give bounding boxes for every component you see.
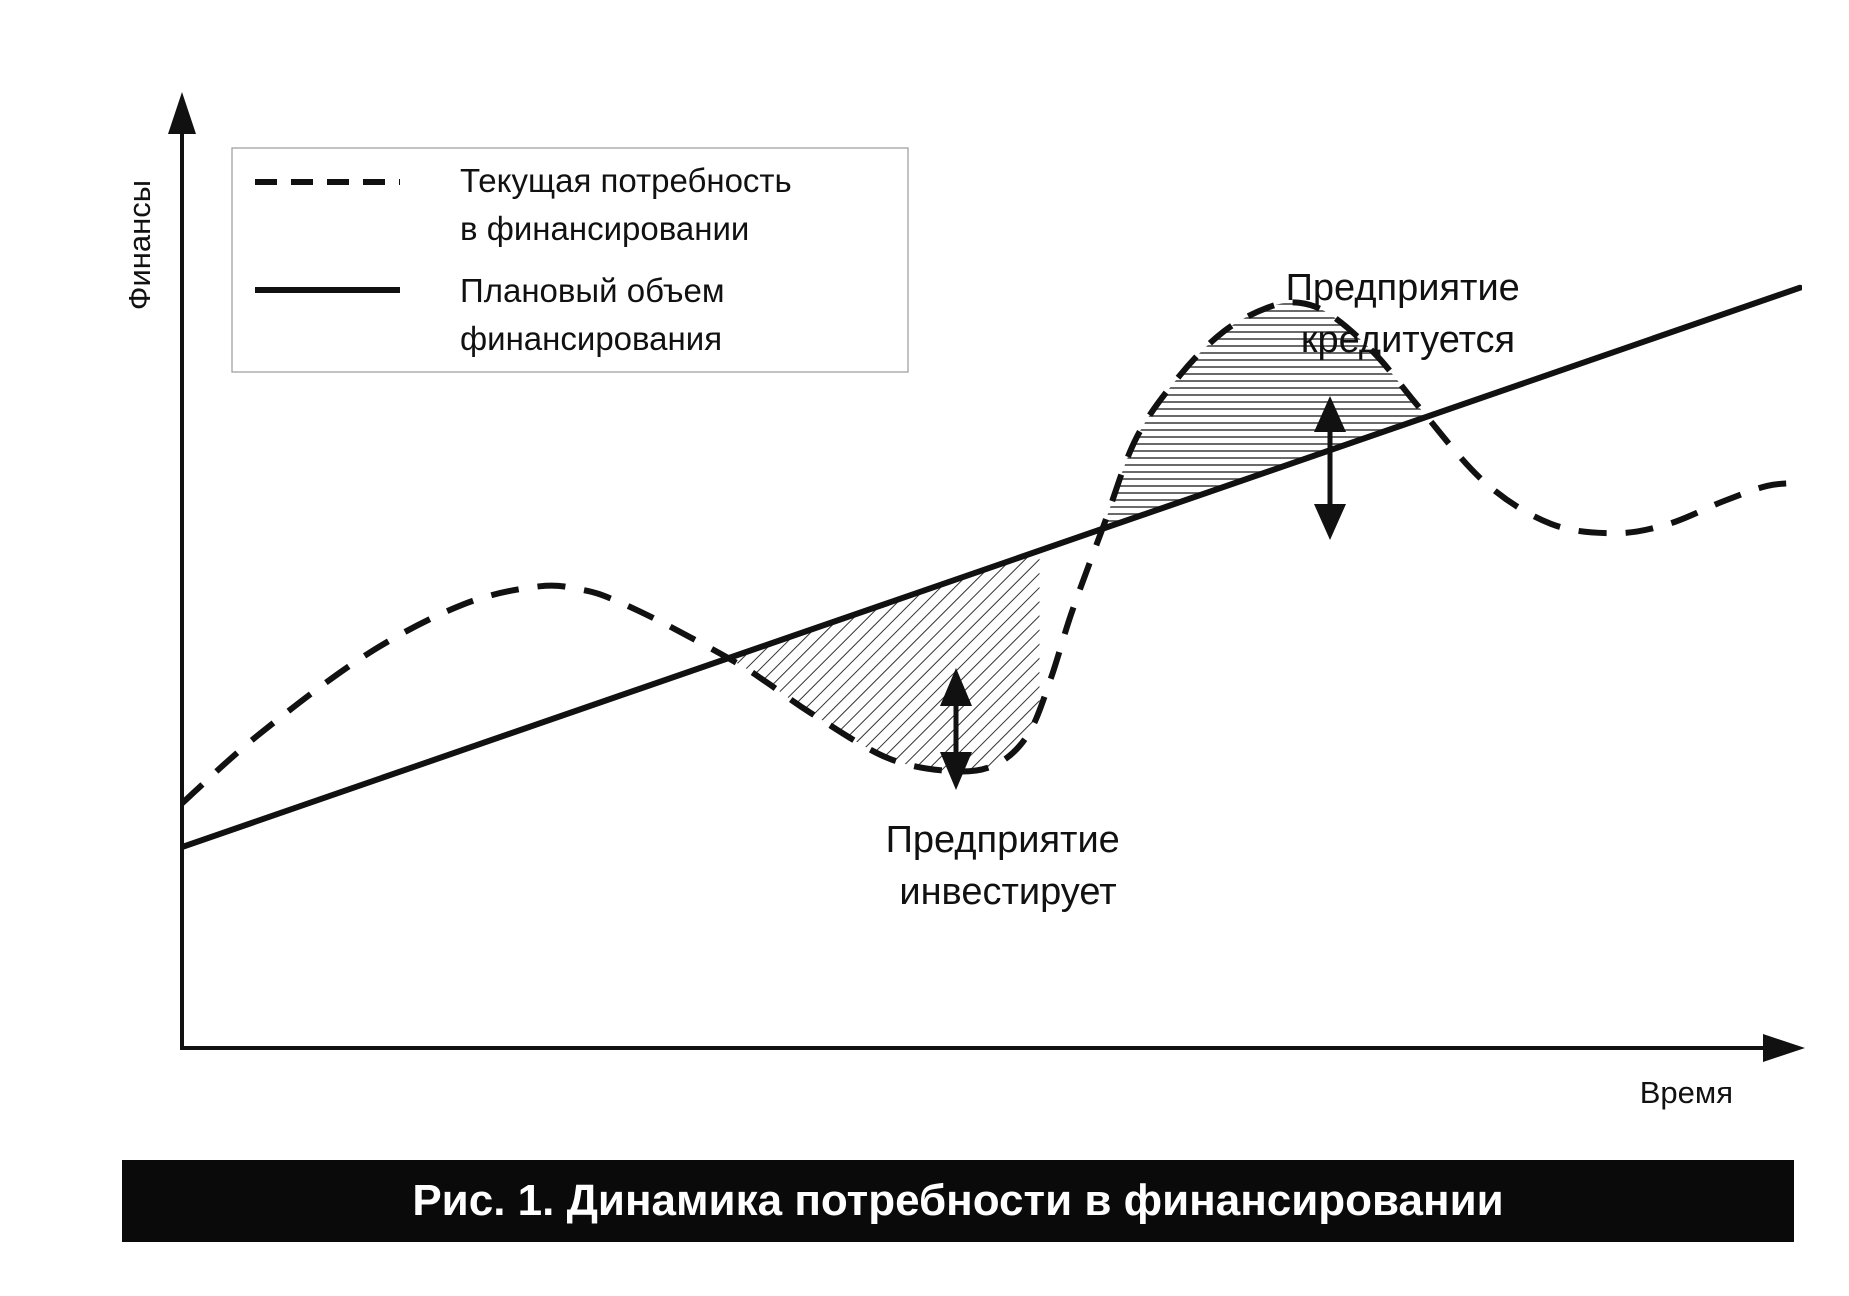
legend-box	[231, 147, 909, 373]
caption-bar	[122, 1160, 1794, 1242]
annotation-credit: Предприятие кредитуется	[1286, 267, 1531, 361]
x-axis	[180, 1034, 1805, 1062]
x-axis-label: Время	[1640, 1075, 1733, 1110]
credit-region	[1103, 302, 1426, 529]
y-axis-arrow-icon	[168, 92, 196, 134]
legend: Текущая потребность в финансировании Пла…	[231, 147, 909, 373]
series-line-need	[182, 299, 1801, 806]
x-axis-arrow-icon	[1763, 1034, 1805, 1062]
investment-gap-arrow-icon	[940, 668, 972, 790]
credit-gap-arrow-icon	[1314, 396, 1346, 540]
figure-caption: Рис. 1. Динамика потребности в финансиро…	[412, 1176, 1503, 1225]
investment-region	[729, 550, 1040, 772]
annotation-invest: Предприятие инвестирует	[886, 819, 1131, 913]
y-axis-label: Финансы	[122, 180, 157, 310]
series-line-plan	[182, 284, 1802, 851]
legend-label-need: Текущая потребность в финансировании	[460, 162, 801, 247]
y-axis	[168, 92, 196, 1048]
legend-label-plan: Плановый объем финансирования	[460, 272, 734, 357]
